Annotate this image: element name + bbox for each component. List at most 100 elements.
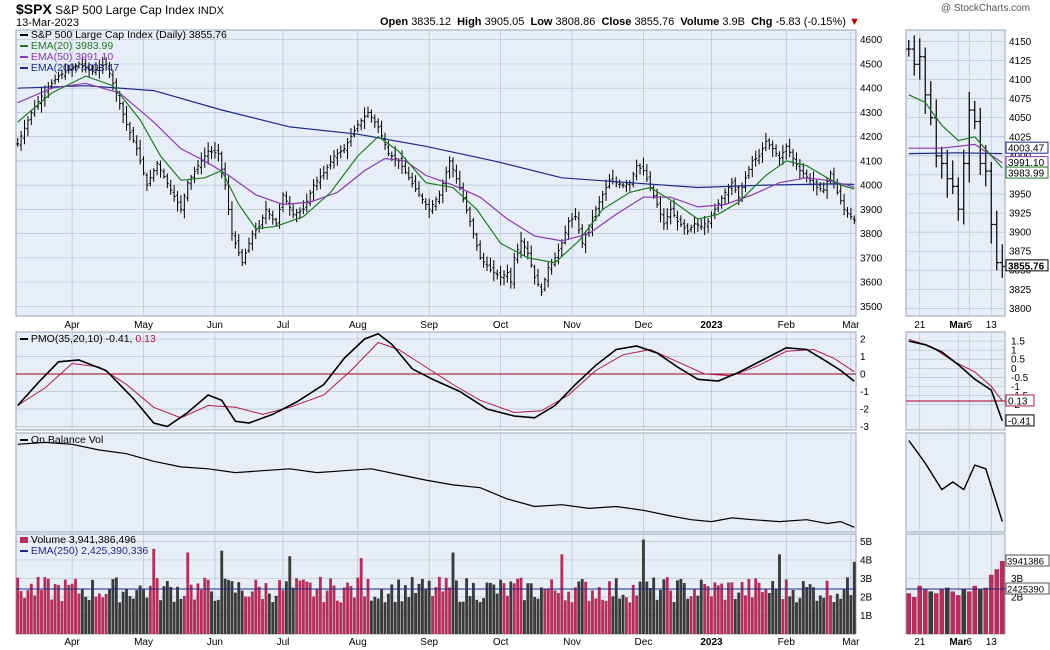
volume-bar <box>784 579 788 634</box>
price-swatch <box>20 34 28 37</box>
volume-bar <box>291 587 295 634</box>
volume-bar <box>788 596 792 634</box>
open-value: 3835.12 <box>411 16 451 28</box>
volume-bar <box>458 601 462 634</box>
volume-bar <box>227 579 230 634</box>
volume-bar <box>526 583 530 634</box>
volume-bar <box>465 578 469 634</box>
price-tag-label: 3991.10 <box>1008 158 1045 169</box>
volume-bar <box>386 593 390 634</box>
volume-bar <box>210 591 213 634</box>
month-tick-label: Dec <box>635 320 653 331</box>
volume-bar <box>553 590 557 634</box>
panel-right-main <box>905 29 1006 317</box>
volume-bar <box>710 596 713 634</box>
price-tick-label: 4100 <box>860 156 883 167</box>
volume-bar <box>557 593 560 634</box>
volume-bar <box>77 593 81 634</box>
volume-bar <box>693 589 696 634</box>
volume-bar <box>267 593 271 634</box>
volume-bar <box>570 602 574 634</box>
volume-bar <box>519 577 523 634</box>
volume-bar <box>591 590 594 634</box>
pmo-signal-label: 0.13 <box>135 333 156 345</box>
volume-bar <box>655 599 659 634</box>
pmo-tag-label: 0.13 <box>1008 396 1028 407</box>
volume-bar <box>264 583 268 634</box>
volume-bar <box>366 578 370 634</box>
volume-bar <box>485 582 489 634</box>
right-volume-bar <box>928 591 934 634</box>
right-volume-bar <box>955 595 961 634</box>
volume-bar <box>791 590 795 634</box>
price-tick-label: 4600 <box>860 35 883 46</box>
volume-bar <box>237 582 241 634</box>
right-month-label: Mar <box>949 637 967 648</box>
price-tick-label: 4300 <box>860 108 883 119</box>
volume-bar <box>23 597 26 634</box>
volume-bar <box>543 588 547 634</box>
volume-bar <box>335 600 339 634</box>
month-tick-label: Jun <box>207 320 223 331</box>
volume-bar <box>257 586 261 634</box>
pmo-line <box>17 332 855 428</box>
volume-bar <box>159 600 162 634</box>
volume-bar <box>288 556 292 634</box>
volume-bar <box>261 598 264 634</box>
volume-tag <box>1005 582 1050 595</box>
volume-bar <box>635 595 639 634</box>
volume-bar <box>356 577 360 634</box>
panel-right-vol <box>905 533 1006 635</box>
right-pmo-tick-label: 1 <box>1011 346 1017 357</box>
volume-bar <box>665 577 669 634</box>
ema200-swatch <box>20 67 28 70</box>
volume-bar <box>825 580 829 634</box>
volume-bar <box>315 589 319 634</box>
volume-bar <box>638 581 642 634</box>
pmo-tick-label: -3 <box>860 422 869 433</box>
volume-bar <box>373 596 377 634</box>
down-arrow-icon: ▼ <box>848 16 860 28</box>
volume-bar <box>203 577 207 634</box>
index-name: S&P 500 Large Cap Index <box>55 3 195 17</box>
volume-bar <box>213 600 217 634</box>
volume-bar <box>499 579 503 634</box>
volume-bar <box>414 592 418 634</box>
volume-bar <box>815 600 819 634</box>
volume-bar <box>121 591 125 634</box>
month-tick-label: Oct <box>493 637 509 648</box>
volume-bar <box>169 586 173 634</box>
volume-bar <box>502 583 506 634</box>
volume-bar <box>584 581 588 634</box>
volume-bar <box>522 600 526 634</box>
volume-bar <box>659 589 662 634</box>
ema20-swatch <box>20 45 28 48</box>
volume-bar <box>131 598 135 634</box>
right-price-tick-label: 4050 <box>1009 113 1032 124</box>
volume-bar <box>648 587 652 634</box>
pmo-tick-label: 2 <box>860 335 866 346</box>
panel-right-pmo <box>905 331 1006 431</box>
price-tick-label: 3500 <box>860 302 883 313</box>
volume-bar <box>771 580 775 634</box>
volume-bar <box>125 588 128 634</box>
volume-bar <box>461 601 465 634</box>
pmo-tick-label: 1 <box>860 352 866 363</box>
volume-bar <box>795 602 798 634</box>
right-volume-bar <box>977 589 983 634</box>
right-volume-bar <box>944 587 950 634</box>
volume-bar <box>727 582 730 634</box>
volume-bar <box>67 584 71 634</box>
volume-bar <box>560 554 564 634</box>
volume-bar <box>352 597 356 634</box>
right-ema50-line <box>908 143 1003 164</box>
volume-bar <box>482 598 486 634</box>
volume-bar <box>733 598 737 634</box>
pmo-tag <box>1005 394 1035 407</box>
volume-bar <box>50 599 54 634</box>
volume-bar <box>410 577 414 634</box>
volume-bar <box>448 587 452 634</box>
volume-bar <box>63 579 67 634</box>
volume-bar <box>57 585 60 634</box>
